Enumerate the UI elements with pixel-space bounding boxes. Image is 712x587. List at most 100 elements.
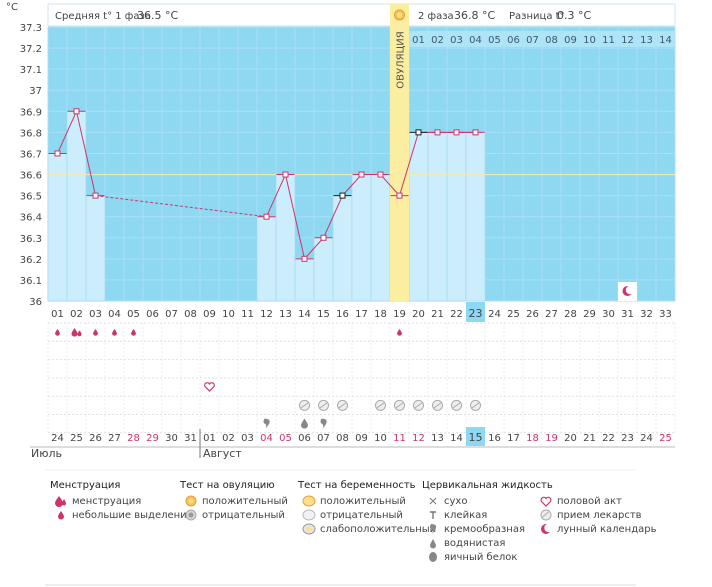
calendar-date-label: 12: [412, 433, 425, 444]
temperature-bar: [351, 174, 372, 302]
cycle-day-label: 29: [583, 309, 596, 320]
calendar-date-label: 30: [165, 433, 178, 444]
phase1-label: Средняя t° 1 фаза: [55, 11, 151, 22]
temperature-line: [342, 174, 362, 196]
legend-item: слабоположительный: [298, 522, 436, 536]
diff-label: Разница t°: [509, 11, 565, 22]
legend-item: положительный: [298, 494, 436, 508]
calendar-date-label: 01: [203, 433, 216, 444]
legend-other: половой акт прием лекарств лунный календ…: [535, 480, 657, 536]
cycle-day-label: 33: [659, 309, 672, 320]
temperature-point: [396, 192, 403, 199]
menstruation-drop-icon: [77, 330, 82, 337]
cycle-day-label: 06: [146, 309, 159, 320]
moon-icon-cut: [625, 285, 635, 295]
pill-icon-line: [376, 402, 385, 409]
cycle-day-label: 22: [450, 309, 463, 320]
temperature-bar: [465, 132, 486, 302]
calendar-date-label: 03: [241, 433, 254, 444]
legend-pregnancy-test: Тест на беременность положительный отриц…: [298, 480, 436, 536]
phase2-day-label: 03: [450, 35, 463, 46]
legend-label: клейкая: [444, 509, 488, 521]
temperature-point: [434, 129, 441, 136]
spotting-drop-icon: [50, 510, 72, 520]
temperature-line: [380, 174, 400, 196]
cross-icon: [422, 496, 444, 506]
temperature-line: [57, 111, 77, 154]
calendar-date-label: 28: [127, 433, 140, 444]
sticky-icon: [422, 510, 444, 520]
calendar-date-label: 18: [526, 433, 539, 444]
calendar-date-label: 17: [507, 433, 520, 444]
cycle-day-label: 11: [241, 309, 254, 320]
spotting-drop-icon: [397, 328, 402, 336]
phase2-label: 2 фаза: [418, 11, 454, 22]
ovulation-sun-core: [397, 12, 402, 18]
calendar-date-label: 09: [355, 433, 368, 444]
temperature-point: [54, 150, 61, 157]
cycle-day-label: 02: [70, 309, 83, 320]
phase2-day-label: 14: [659, 35, 672, 46]
legend-menstruation-title: Менструация: [50, 480, 121, 491]
calendar-date-label: 24: [640, 433, 653, 444]
pill-icon-line: [433, 402, 442, 409]
legend-item: сухо: [422, 494, 553, 508]
legend-other-spacer: [535, 480, 657, 491]
y-tick-label: 37.3: [20, 23, 42, 34]
y-tick-label: 37.2: [20, 44, 42, 55]
calendar-date-label: 19: [545, 433, 558, 444]
temperature-point: [377, 171, 384, 178]
y-unit-label: °C: [6, 2, 18, 13]
spotting-drop-icon: [93, 328, 98, 336]
cycle-day-label: 27: [545, 309, 558, 320]
cycle-day-label: 30: [602, 309, 615, 320]
y-tick-label: 36.6: [20, 171, 42, 182]
temperature-line: [76, 111, 96, 196]
cycle-day-label: 24: [488, 309, 501, 320]
pill-icon-line: [319, 402, 328, 409]
calendar-date-label: 04: [260, 433, 273, 444]
legend-item: прием лекарств: [535, 508, 657, 522]
legend-item: кремообразная: [422, 522, 553, 536]
legend-label: сухо: [444, 495, 468, 507]
ovulation-column: [390, 27, 409, 301]
calendar-date-label: 16: [488, 433, 501, 444]
temperature-line-dashed: [95, 195, 267, 218]
temperature-bar: [370, 174, 391, 302]
negative-test-icon: [298, 509, 320, 521]
y-tick-label: 36.8: [20, 128, 42, 139]
legend-label: менструация: [72, 495, 142, 507]
cycle-day-label: 17: [355, 309, 368, 320]
temperature-line: [266, 174, 286, 217]
legend-label: яичный белок: [444, 551, 518, 563]
pill-icon-line: [338, 402, 347, 409]
temperature-line: [399, 132, 419, 196]
temperature-bar: [294, 258, 315, 302]
calendar-date-label: 10: [374, 433, 387, 444]
temperature-bar: [47, 153, 68, 302]
temperature-line: [285, 174, 305, 259]
cycle-day-label: 32: [640, 309, 653, 320]
temperature-point: [282, 171, 289, 178]
phase2-day-label: 13: [640, 35, 653, 46]
temperature-point: [415, 129, 422, 136]
phase2-day-label: 07: [526, 35, 539, 46]
cycle-day-label: 01: [51, 309, 64, 320]
temperature-line: [304, 237, 324, 260]
legend-item: клейкая: [422, 508, 553, 522]
y-tick-label: 36: [29, 297, 42, 308]
cycle-day-label: 13: [279, 309, 292, 320]
cycle-day-label: 14: [298, 309, 311, 320]
heart-icon: [204, 382, 215, 392]
calendar-date-label: 13: [431, 433, 444, 444]
moon-icon: [535, 523, 557, 535]
calendar-date-label: 29: [146, 433, 159, 444]
y-tick-label: 36.5: [20, 192, 42, 203]
legend-item: отрицательный: [180, 508, 288, 522]
temperature-point: [92, 192, 99, 199]
temperature-bar: [256, 216, 277, 302]
calendar-date-label: 08: [336, 433, 349, 444]
pill-icon-line: [300, 402, 309, 409]
legend-label: половой акт: [557, 495, 622, 507]
